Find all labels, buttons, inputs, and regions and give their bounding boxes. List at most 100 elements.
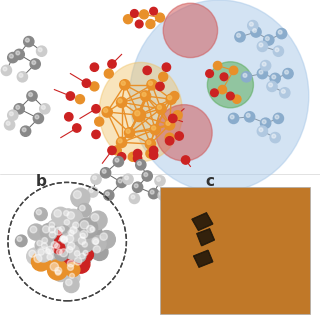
Circle shape xyxy=(91,174,101,184)
Circle shape xyxy=(173,111,182,120)
Circle shape xyxy=(213,61,222,70)
Circle shape xyxy=(89,211,107,229)
Circle shape xyxy=(124,176,129,180)
Circle shape xyxy=(156,104,166,114)
Circle shape xyxy=(73,124,81,132)
Circle shape xyxy=(90,236,106,252)
Circle shape xyxy=(73,191,81,199)
Circle shape xyxy=(64,232,82,251)
Circle shape xyxy=(123,174,133,184)
Circle shape xyxy=(67,212,75,219)
Circle shape xyxy=(71,188,90,207)
Circle shape xyxy=(211,89,218,97)
Circle shape xyxy=(55,247,68,261)
Circle shape xyxy=(121,81,125,85)
Circle shape xyxy=(52,207,69,225)
Circle shape xyxy=(150,190,154,194)
Circle shape xyxy=(137,161,141,165)
Circle shape xyxy=(118,99,122,103)
Circle shape xyxy=(142,171,152,181)
Circle shape xyxy=(229,66,238,75)
Circle shape xyxy=(93,246,100,253)
Circle shape xyxy=(259,70,263,74)
Circle shape xyxy=(135,20,143,28)
Circle shape xyxy=(37,240,42,246)
Circle shape xyxy=(38,249,44,255)
Circle shape xyxy=(147,80,157,90)
Circle shape xyxy=(16,105,20,109)
Circle shape xyxy=(65,258,82,275)
Circle shape xyxy=(80,205,85,211)
Circle shape xyxy=(36,46,47,56)
Circle shape xyxy=(102,169,106,173)
Circle shape xyxy=(51,242,58,248)
Circle shape xyxy=(169,114,177,123)
Circle shape xyxy=(133,154,142,163)
Circle shape xyxy=(264,35,274,45)
Circle shape xyxy=(265,36,269,41)
Circle shape xyxy=(43,226,50,233)
Circle shape xyxy=(241,72,252,82)
Circle shape xyxy=(6,121,10,125)
Circle shape xyxy=(66,263,80,277)
Circle shape xyxy=(249,22,253,26)
Circle shape xyxy=(147,140,151,145)
Circle shape xyxy=(145,139,156,149)
Circle shape xyxy=(46,224,62,240)
Circle shape xyxy=(24,36,34,47)
Circle shape xyxy=(74,251,80,256)
Circle shape xyxy=(270,132,280,143)
Circle shape xyxy=(156,105,212,161)
Circle shape xyxy=(33,113,44,124)
Circle shape xyxy=(69,230,74,236)
Circle shape xyxy=(129,193,140,204)
Circle shape xyxy=(66,279,72,285)
Circle shape xyxy=(104,190,114,200)
Circle shape xyxy=(8,110,18,120)
Circle shape xyxy=(104,108,108,113)
Circle shape xyxy=(116,177,127,188)
Circle shape xyxy=(49,226,55,233)
Circle shape xyxy=(73,249,86,262)
Circle shape xyxy=(100,168,111,178)
Circle shape xyxy=(142,92,146,97)
Circle shape xyxy=(44,244,62,262)
Circle shape xyxy=(92,130,100,139)
Circle shape xyxy=(46,246,54,254)
Circle shape xyxy=(30,59,40,69)
Circle shape xyxy=(90,82,99,91)
Circle shape xyxy=(44,247,56,259)
Circle shape xyxy=(64,211,69,216)
Circle shape xyxy=(118,139,122,143)
Circle shape xyxy=(1,65,12,76)
Circle shape xyxy=(80,240,93,253)
Circle shape xyxy=(82,242,87,247)
Circle shape xyxy=(140,91,151,101)
Circle shape xyxy=(131,10,138,17)
Circle shape xyxy=(14,104,24,114)
Circle shape xyxy=(64,277,79,292)
Circle shape xyxy=(135,111,140,116)
Circle shape xyxy=(80,220,89,229)
Ellipse shape xyxy=(99,62,182,162)
Circle shape xyxy=(42,237,48,243)
Circle shape xyxy=(166,121,170,125)
Circle shape xyxy=(152,126,156,130)
Circle shape xyxy=(36,247,51,262)
Circle shape xyxy=(116,137,127,148)
Circle shape xyxy=(57,246,76,265)
Circle shape xyxy=(65,245,79,259)
Circle shape xyxy=(62,218,76,231)
Circle shape xyxy=(9,54,13,58)
Circle shape xyxy=(275,48,279,52)
Circle shape xyxy=(67,228,80,242)
Circle shape xyxy=(227,92,234,100)
Text: c: c xyxy=(205,174,214,189)
Circle shape xyxy=(81,249,93,261)
Circle shape xyxy=(41,105,45,109)
Circle shape xyxy=(158,190,168,200)
Circle shape xyxy=(34,254,42,262)
Circle shape xyxy=(149,151,158,159)
Circle shape xyxy=(49,222,55,228)
Circle shape xyxy=(65,240,83,258)
